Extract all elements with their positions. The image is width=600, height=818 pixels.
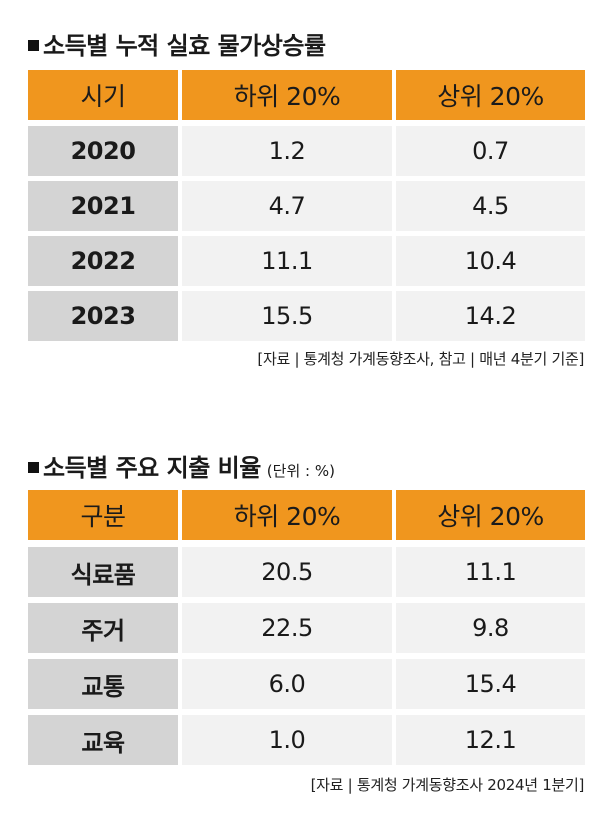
source-note: [자료 | 통계청 가계동향조사, 참고 | 매년 4분기 기준] — [257, 350, 584, 368]
section-title: 소득별 누적 실효 물가상승률 — [28, 26, 326, 61]
value-cell: 22.5 — [182, 603, 392, 653]
value-cell: 15.4 — [396, 659, 585, 709]
row-label: 식료품 — [28, 547, 178, 597]
source-note: [자료 | 통계청 가계동향조사 2024년 1분기] — [310, 776, 585, 794]
header-cell: 상위 20% — [396, 490, 585, 540]
table-row: 식료품 20.5 11.1 — [28, 547, 585, 597]
table-header-row: 구분 하위 20% 상위 20% — [28, 490, 585, 540]
title-text: 소득별 주요 지출 비율 — [43, 454, 261, 482]
header-cell: 하위 20% — [182, 70, 392, 120]
row-label: 2022 — [28, 236, 178, 286]
value-cell: 9.8 — [396, 603, 585, 653]
value-cell: 1.2 — [182, 126, 392, 176]
header-cell: 상위 20% — [396, 70, 585, 120]
value-cell: 20.5 — [182, 547, 392, 597]
square-bullet-icon — [28, 40, 39, 51]
title-text: 소득별 누적 실효 물가상승률 — [43, 32, 326, 60]
header-cell: 시기 — [28, 70, 178, 120]
row-label: 주거 — [28, 603, 178, 653]
header-cell: 구분 — [28, 490, 178, 540]
value-cell: 14.2 — [396, 291, 585, 341]
row-label: 2023 — [28, 291, 178, 341]
row-label: 교통 — [28, 659, 178, 709]
value-cell: 11.1 — [396, 547, 585, 597]
value-cell: 11.1 — [182, 236, 392, 286]
header-cell: 하위 20% — [182, 490, 392, 540]
value-cell: 1.0 — [182, 715, 392, 765]
row-label: 교육 — [28, 715, 178, 765]
value-cell: 10.4 — [396, 236, 585, 286]
square-bullet-icon — [28, 462, 39, 473]
row-label: 2021 — [28, 181, 178, 231]
section-title: 소득별 주요 지출 비율 (단위 : %) — [28, 448, 335, 483]
table-row: 교육 1.0 12.1 — [28, 715, 585, 765]
table-row: 2022 11.1 10.4 — [28, 236, 585, 286]
value-cell: 12.1 — [396, 715, 585, 765]
value-cell: 6.0 — [182, 659, 392, 709]
table-row: 교통 6.0 15.4 — [28, 659, 585, 709]
unit-label: (단위 : %) — [266, 462, 335, 480]
value-cell: 15.5 — [182, 291, 392, 341]
value-cell: 4.5 — [396, 181, 585, 231]
table-row: 주거 22.5 9.8 — [28, 603, 585, 653]
table-row: 2020 1.2 0.7 — [28, 126, 585, 176]
value-cell: 0.7 — [396, 126, 585, 176]
row-label: 2020 — [28, 126, 178, 176]
table-row: 2021 4.7 4.5 — [28, 181, 585, 231]
table-row: 2023 15.5 14.2 — [28, 291, 585, 341]
value-cell: 4.7 — [182, 181, 392, 231]
table-header-row: 시기 하위 20% 상위 20% — [28, 70, 585, 120]
